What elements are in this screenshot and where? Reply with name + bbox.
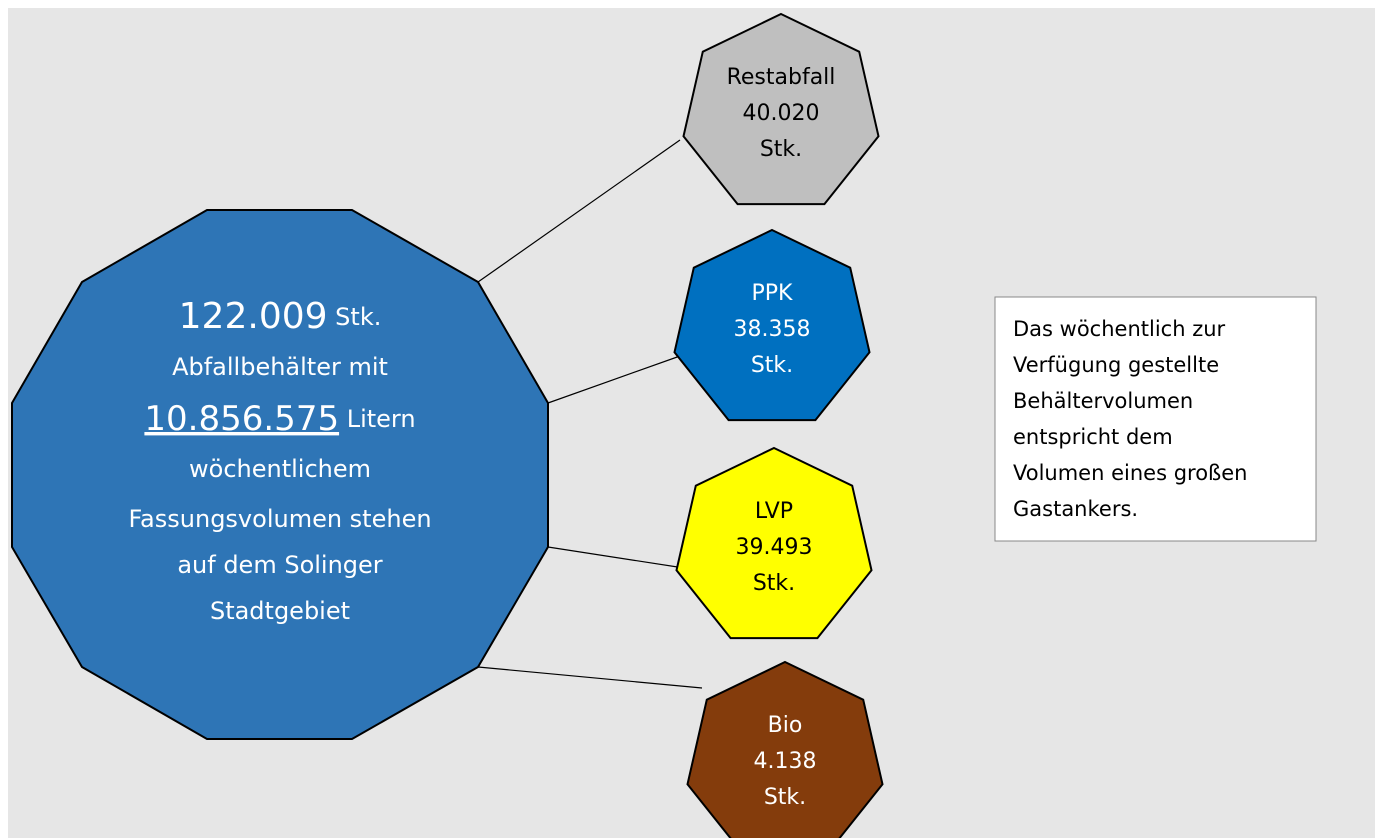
node-count: 4.138 — [754, 749, 817, 774]
connector — [547, 546, 685, 569]
node-count: 39.493 — [736, 535, 813, 560]
node-label: PPK — [752, 281, 794, 306]
node-unit: Stk. — [753, 571, 795, 596]
nodes: Restabfall 40.020 Stk. PPK 38.358 Stk. LVP 39.4… — [673, 12, 884, 838]
note-line: Gastankers. — [1013, 497, 1138, 521]
note-line: Das wöchentlich zur — [1013, 317, 1226, 341]
node-shape — [675, 446, 873, 640]
node-shape — [682, 12, 880, 206]
note-line: entspricht dem — [1013, 425, 1173, 449]
center-line: Abfallbehälter mit — [172, 353, 388, 381]
connectors — [477, 139, 703, 689]
note-text: Das wöchentlich zur Verfügung gestellte Be… — [1013, 317, 1248, 521]
note-line: Verfügung gestellte — [1013, 353, 1219, 377]
center-line: 122.009 Stk. — [179, 296, 382, 337]
volume-unit: Litern — [347, 405, 416, 433]
node-unit: Stk. — [764, 785, 806, 810]
node-label: Restabfall — [727, 65, 836, 90]
center-line: 10.856.575 Litern — [144, 399, 415, 439]
center-line: Fassungsvolumen stehen — [128, 505, 431, 533]
center-line: wöchentlichem — [189, 455, 371, 483]
note-line: Behältervolumen — [1013, 389, 1193, 413]
note-box — [994, 296, 1317, 542]
node-count: 38.358 — [734, 317, 811, 342]
note-line: Volumen eines großen — [1013, 461, 1248, 485]
center-shape — [11, 209, 549, 740]
node-shape — [686, 660, 884, 838]
count-unit: Stk. — [335, 303, 381, 331]
count: 122.009 — [179, 296, 328, 337]
node-unit: Stk. — [760, 137, 802, 162]
connector — [477, 666, 703, 689]
center-line: Stadtgebiet — [210, 597, 350, 625]
node-label: LVP — [755, 499, 793, 524]
connector — [477, 139, 681, 283]
node-unit: Stk. — [751, 353, 793, 378]
node-label: Bio — [768, 713, 803, 738]
connector — [547, 355, 681, 404]
center-line: auf dem Solinger — [177, 551, 382, 579]
volume: 10.856.575 — [144, 399, 339, 439]
center-text: 122.009 Stk. Abfallbehälter mit 10.856.5… — [128, 296, 431, 625]
node-count: 40.020 — [743, 101, 820, 126]
node-shape — [673, 228, 871, 422]
